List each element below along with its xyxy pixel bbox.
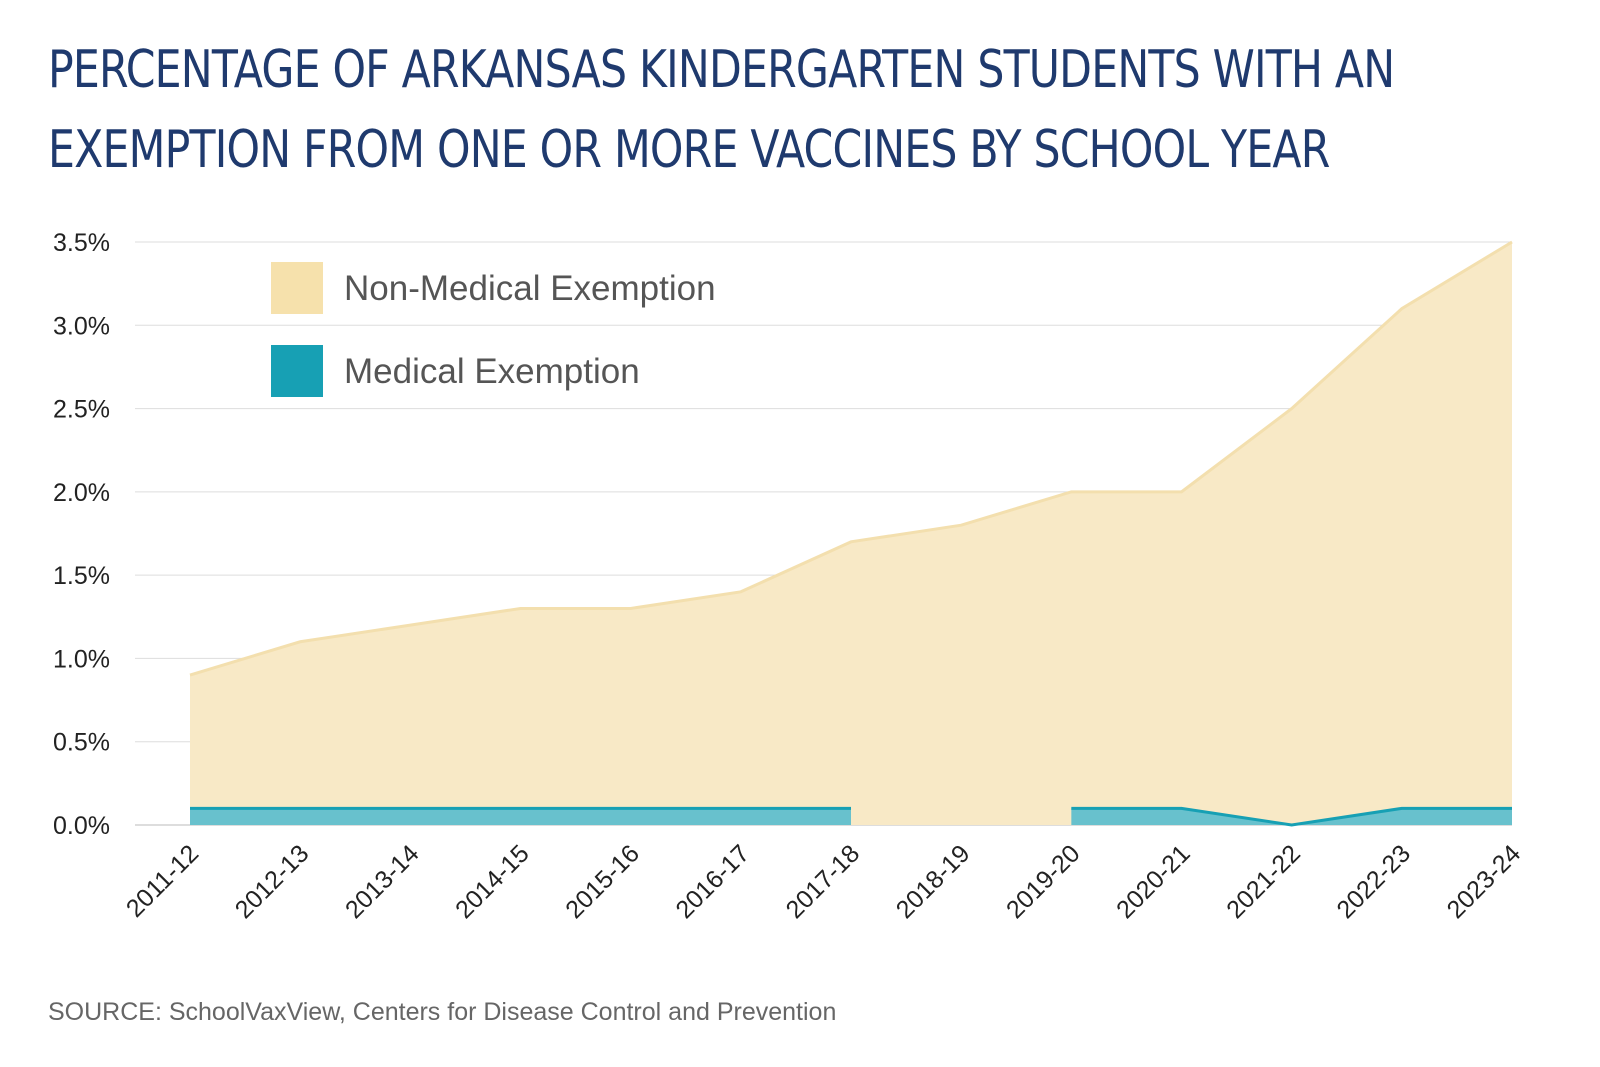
x-tick-label: 2013-14 bbox=[340, 839, 425, 924]
area-non-medical bbox=[190, 242, 1512, 825]
legend-swatch bbox=[271, 262, 323, 314]
area-chart: 0.0% 0.5% 1.0% 1.5% 2.0% 2.5% 3.0% 3.5% 2011-12 2… bbox=[53, 229, 1527, 924]
y-tick-label: 2.0% bbox=[53, 479, 110, 507]
x-tick-label: 2015-16 bbox=[560, 839, 645, 924]
x-tick-label: 2023-24 bbox=[1442, 839, 1527, 924]
x-tick-label: 2018-19 bbox=[891, 839, 976, 924]
title-line-1: PERCENTAGE OF ARKANSAS KINDERGARTEN STUD… bbox=[48, 40, 1395, 100]
y-tick-label: 0.5% bbox=[53, 729, 110, 757]
chart-title: PERCENTAGE OF ARKANSAS KINDERGARTEN STUD… bbox=[48, 30, 1395, 190]
x-tick-label: 2019-20 bbox=[1001, 839, 1086, 924]
x-tick-label: 2011-12 bbox=[121, 839, 204, 922]
line-non-medical bbox=[189, 240, 1513, 677]
x-tick-label: 2022-23 bbox=[1331, 839, 1416, 924]
legend-label: Medical Exemption bbox=[344, 352, 640, 391]
x-tick-label: 2017-18 bbox=[781, 839, 866, 924]
legend: Non-Medical Exemption Medical Exemption bbox=[271, 262, 716, 397]
x-tick-label: 2014-15 bbox=[450, 839, 535, 924]
legend-label: Non-Medical Exemption bbox=[344, 269, 716, 308]
y-tick-label: 3.5% bbox=[53, 229, 110, 257]
legend-swatch bbox=[271, 345, 323, 397]
y-tick-label: 2.5% bbox=[53, 396, 110, 424]
area-medical bbox=[1071, 808, 1512, 825]
x-tick-label: 2016-17 bbox=[670, 839, 755, 924]
x-tick-label: 2021-22 bbox=[1221, 839, 1306, 924]
y-tick-label: 0.0% bbox=[53, 812, 110, 840]
area-medical bbox=[190, 808, 851, 825]
y-tick-label: 1.5% bbox=[53, 562, 110, 590]
line-medical bbox=[1071, 806, 1512, 827]
x-tick-label: 2020-21 bbox=[1111, 839, 1196, 924]
x-tick-label: 2012-13 bbox=[230, 839, 315, 924]
y-tick-label: 1.0% bbox=[53, 645, 110, 673]
y-tick-label: 3.0% bbox=[53, 312, 110, 340]
source-note: SOURCE: SchoolVaxView, Centers for Disea… bbox=[48, 998, 837, 1026]
title-line-2: EXEMPTION FROM ONE OR MORE VACCINES BY S… bbox=[48, 120, 1330, 180]
